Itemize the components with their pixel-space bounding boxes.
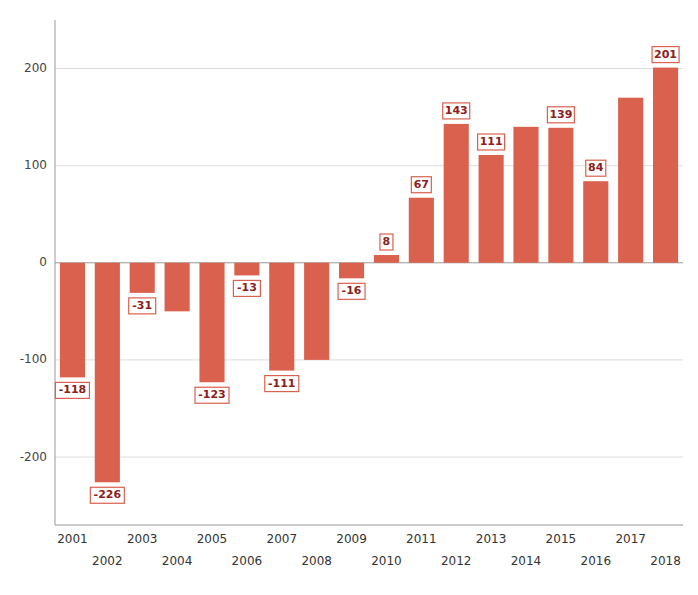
data-label-box — [547, 107, 574, 123]
data-label: -226 — [90, 487, 124, 503]
bar — [513, 127, 538, 263]
bar — [339, 263, 364, 279]
data-label-box — [411, 177, 431, 193]
bar — [304, 263, 329, 360]
x-tick-label: 2001 — [57, 532, 88, 546]
data-label: -16 — [338, 283, 365, 299]
data-label-text: 111 — [480, 135, 503, 148]
bar — [234, 263, 259, 276]
data-label-box — [90, 487, 124, 503]
data-label-box — [652, 47, 679, 63]
x-tick-label: 2003 — [127, 532, 158, 546]
grid-line — [55, 457, 683, 458]
data-label-text: -13 — [237, 281, 257, 294]
grid-line — [55, 68, 683, 69]
data-label-box — [586, 160, 606, 176]
x-tick-label: 2009 — [336, 532, 367, 546]
data-label: 143 — [443, 103, 470, 119]
data-label-text: 84 — [588, 161, 604, 174]
data-label: 67 — [411, 177, 431, 193]
x-tick-label: 2005 — [197, 532, 228, 546]
x-tick-label: 2017 — [615, 532, 646, 546]
data-label-text: 8 — [383, 235, 391, 248]
x-tick-label: 2015 — [546, 532, 577, 546]
data-label-box — [478, 134, 505, 150]
data-label: 139 — [547, 107, 574, 123]
x-tick-label: 2013 — [476, 532, 507, 546]
data-label-text: -31 — [132, 299, 152, 312]
y-tick-label: 200 — [24, 61, 47, 75]
data-label-box — [380, 234, 393, 250]
y-axis-line — [55, 20, 56, 525]
data-label: -111 — [265, 376, 299, 392]
data-label: 8 — [380, 234, 393, 250]
y-tick-label: -100 — [20, 352, 47, 366]
data-label: -118 — [55, 382, 89, 398]
data-labels: -118 -226 -31 -123 -13 -111 -16 8 67 143 111 139 84 2… — [55, 47, 679, 504]
data-label-box — [233, 280, 260, 296]
data-label-text: -111 — [268, 377, 296, 390]
data-label-text: 201 — [654, 48, 677, 61]
x-tick-label: 2006 — [232, 554, 263, 568]
data-label-box — [338, 283, 365, 299]
chart: -200 -100 0 100 200 -118 -226 -31 -123 -13 -111 -16… — [0, 0, 698, 595]
grid — [55, 69, 683, 457]
data-label-text: -123 — [198, 388, 226, 401]
data-label: -123 — [195, 387, 229, 403]
bar — [409, 198, 434, 263]
bar — [199, 263, 224, 382]
x-tick-label: 2008 — [301, 554, 332, 568]
grid-line — [55, 359, 683, 360]
data-label-text: 143 — [445, 104, 468, 117]
bar — [583, 181, 608, 263]
chart-container: -200 -100 0 100 200 -118 -226 -31 -123 -13 -111 -16… — [0, 0, 698, 595]
data-label-box — [55, 382, 89, 398]
bar — [165, 263, 190, 312]
data-label: 111 — [478, 134, 505, 150]
data-label-text: 67 — [414, 178, 429, 191]
x-tick-label: 2012 — [441, 554, 472, 568]
x-tick-label: 2011 — [406, 532, 437, 546]
data-label: -13 — [233, 280, 260, 296]
bar — [618, 98, 643, 263]
x-tick-label: 2002 — [92, 554, 123, 568]
y-tick-label: 0 — [39, 255, 47, 269]
data-label-box — [443, 103, 470, 119]
x-tick-label: 2014 — [511, 554, 542, 568]
data-label: 84 — [586, 160, 606, 176]
bar — [95, 263, 120, 482]
x-tick-label: 2010 — [371, 554, 402, 568]
y-tick-label: -200 — [20, 450, 47, 464]
bar — [653, 68, 678, 263]
bar — [444, 124, 469, 263]
x-axis-line — [55, 525, 683, 526]
x-tick-label: 2016 — [581, 554, 612, 568]
data-label-box — [265, 376, 299, 392]
bar — [130, 263, 155, 293]
x-tick-label: 2004 — [162, 554, 193, 568]
bar — [60, 263, 85, 378]
y-tick-label: 100 — [24, 158, 47, 172]
data-label: -31 — [129, 298, 156, 314]
x-tick-label: 2018 — [650, 554, 681, 568]
data-label: 201 — [652, 47, 679, 63]
data-label-text: -226 — [94, 488, 122, 501]
bars — [60, 68, 678, 483]
data-label-box — [129, 298, 156, 314]
x-tick-label: 2007 — [267, 532, 298, 546]
bar — [269, 263, 294, 371]
bar — [479, 155, 504, 263]
bar — [374, 255, 399, 263]
data-label-text: -16 — [342, 284, 362, 297]
bar — [548, 128, 573, 263]
data-label-text: 139 — [549, 108, 572, 121]
data-label-box — [195, 387, 229, 403]
data-label-text: -118 — [59, 383, 87, 396]
